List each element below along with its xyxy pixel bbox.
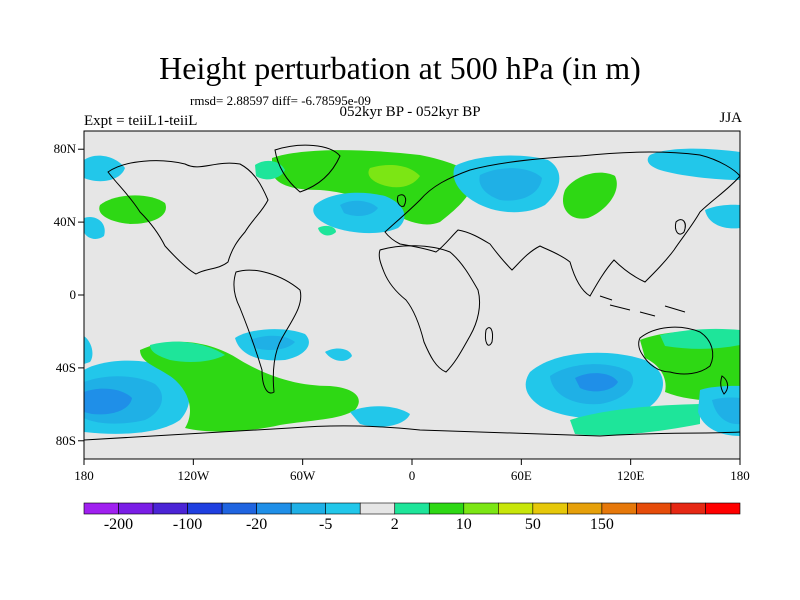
coastline-africa — [378, 245, 481, 373]
anomaly-region-positive — [640, 330, 740, 401]
colorbar-label: -20 — [245, 516, 268, 533]
lat-tick-marks — [78, 148, 84, 442]
anomaly-region-negative — [340, 200, 378, 216]
coastline-greenland — [274, 144, 341, 193]
lon-tick-label: 0 — [408, 468, 416, 483]
lon-tick-label: 60W — [290, 468, 316, 483]
anomaly-region-negative — [84, 388, 132, 415]
anomaly-region-negative — [325, 348, 352, 361]
colorbar-swatch — [221, 502, 257, 515]
lat-tick-label: 0 — [69, 287, 77, 302]
coastline-eurasia — [384, 151, 741, 297]
colorbar-swatch — [498, 502, 534, 515]
anomaly-region-positive — [99, 195, 166, 224]
colorbar-swatch — [359, 502, 396, 515]
anomaly-region-negative — [705, 204, 740, 229]
anomaly-region-negative — [250, 335, 295, 350]
colorbar-swatch — [83, 502, 119, 515]
anomaly-region-positive — [368, 164, 420, 188]
lon-tick-label: 180 — [730, 468, 750, 483]
colorbar-label: 2 — [390, 516, 399, 533]
coastline-south-america — [233, 269, 302, 394]
anomaly-fill-layer — [84, 148, 740, 436]
lon-tick-label: 60E — [510, 468, 532, 483]
anomaly-region-positive — [660, 328, 740, 349]
colorbar-swatch — [394, 502, 430, 515]
colorbar-swatch — [567, 502, 603, 515]
coastline-uk — [397, 194, 407, 207]
colorbar-label: -100 — [172, 516, 203, 533]
anomaly-region-negative — [647, 148, 740, 180]
colorbar-swatch — [636, 502, 672, 515]
lon-tick-label: 120E — [616, 468, 645, 483]
colorbar-swatch — [463, 502, 499, 515]
colorbar-swatch — [532, 502, 568, 515]
colorbar-label: -5 — [319, 516, 333, 533]
coastline-australia — [638, 326, 714, 375]
colorbar-swatch — [256, 502, 292, 515]
anomaly-region-negative — [479, 168, 542, 201]
anomaly-region-negative — [84, 216, 105, 239]
experiment-label: Expt = teiiL1-teiiL — [84, 113, 198, 129]
anomaly-region-negative — [84, 336, 93, 364]
colorbar-swatch — [118, 502, 154, 515]
colorbar-swatch — [428, 502, 465, 515]
anomaly-region-negative — [575, 373, 618, 392]
colorbar — [83, 502, 741, 515]
lat-tick-label: 80S — [55, 432, 76, 448]
anomaly-region-negative — [712, 397, 740, 425]
coastline-new-zealand — [720, 375, 729, 395]
map-subtitle: 052kyr BP - 052kyr BP — [339, 104, 481, 120]
map-panel — [78, 130, 741, 465]
season-label: JJA — [719, 110, 742, 126]
anomaly-region-negative — [350, 406, 410, 427]
colorbar-label: -200 — [103, 516, 134, 533]
anomaly-region-positive — [570, 404, 700, 436]
coastline-north-america — [107, 160, 269, 275]
coastlines — [83, 144, 741, 441]
colorbar-swatch — [670, 502, 706, 515]
anomaly-region-positive — [255, 160, 285, 180]
coastline-madagascar — [485, 327, 493, 346]
colorbar-swatch — [705, 502, 741, 515]
map-title: Height perturbation at 500 hPa (in m) — [159, 50, 641, 86]
colorbar-swatch — [325, 502, 361, 515]
colorbar-swatch — [152, 502, 188, 515]
stats-line: rmsd= 2.88597 diff= -6.78595e-09 — [190, 93, 371, 108]
colorbar-label: 10 — [455, 516, 472, 533]
lat-tick-label: 40S — [55, 359, 76, 375]
anomaly-region-positive — [318, 225, 336, 236]
coastline-japan — [675, 219, 686, 235]
anomaly-region-positive — [414, 202, 438, 220]
anomaly-region-positive — [562, 172, 617, 219]
colorbar-label: 150 — [589, 516, 614, 533]
anomaly-region-positive — [150, 341, 225, 363]
colorbar-swatch — [187, 502, 223, 515]
lon-tick-label: 120W — [177, 468, 210, 483]
colorbar-label: 50 — [524, 516, 541, 533]
colorbar-swatch — [290, 502, 326, 515]
lon-tick-label: 180 — [74, 468, 94, 483]
coastline-antarctica — [83, 425, 741, 441]
anomaly-region-positive — [140, 341, 359, 432]
lat-tick-label: 40N — [53, 214, 76, 230]
lon-tick-marks — [83, 459, 741, 465]
anomaly-region-negative — [84, 155, 125, 182]
colorbar-swatch — [601, 502, 637, 515]
lat-tick-label: 80N — [53, 141, 76, 157]
coastline-islands — [599, 295, 686, 317]
